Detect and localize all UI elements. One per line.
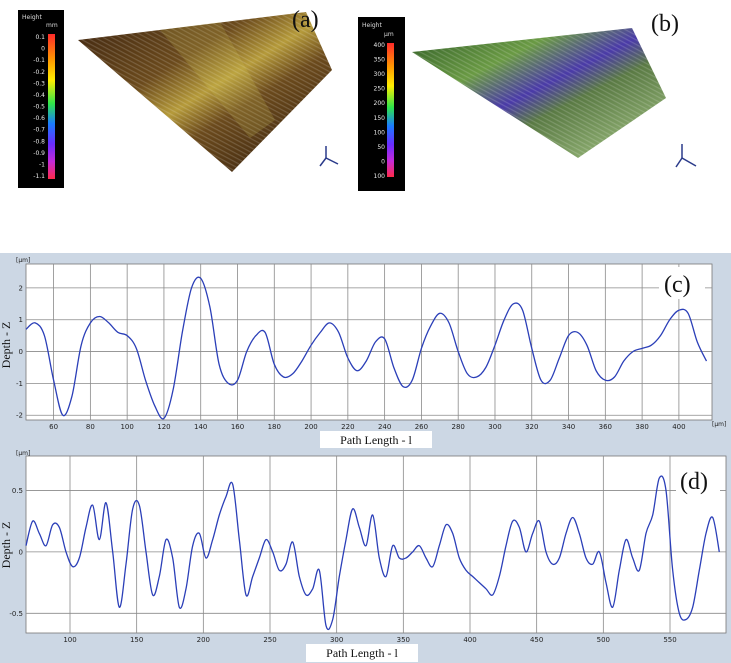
chart-d-x-tick-label: 550 <box>663 636 676 644</box>
colorbar-a-tick-label: -0.1 <box>33 57 45 64</box>
colorbar-b-tick-label: 100 <box>374 129 386 136</box>
colorbar-a-tick-label: 0 <box>41 46 45 53</box>
chart-c-x-tick-label: 400 <box>672 423 685 431</box>
chart-c-x-tick-label: 80 <box>86 423 95 431</box>
colorbar-a-tick-label: 0.1 <box>35 34 45 41</box>
chart-d: 100 150 200 250 300 350 400 450 500 550 -0.5 0 0.5 <box>9 456 726 644</box>
panel-a-colorbar: Height mm 0.1 0 -0.1 -0.2 -0.3 -0.4 -0.5 -0.6 -0… <box>18 10 64 188</box>
panel-b-surface <box>412 28 666 158</box>
chart-d-x-tick-label: 500 <box>597 636 610 644</box>
chart-c-x-tick-label: 260 <box>415 423 428 431</box>
chart-c-x-tick-label: 320 <box>525 423 538 431</box>
colorbar-a-unit: mm <box>46 22 58 29</box>
colorbar-b-title: Height <box>362 22 382 29</box>
chart-c-series-line <box>25 276 708 420</box>
colorbar-a-tick-label: -0.8 <box>33 138 45 145</box>
chart-c: 60 80 100 120 140 160 180 200 220 240 260 280 300 320… <box>16 264 712 431</box>
chart-c-xlabel-box <box>320 431 432 448</box>
colorbar-b-tick-label: 100 <box>374 173 386 180</box>
chart-c-x-unit: [µm] <box>712 421 726 428</box>
colorbar-b-tick-label: 0 <box>381 158 385 165</box>
chart-d-xlabel: Path Length - l <box>326 646 398 660</box>
chart-c-xlabel: Path Length - l <box>340 433 412 447</box>
chart-c-x-tick-label: 380 <box>635 423 648 431</box>
panel-label-c-box <box>659 267 705 299</box>
chart-d-x-tick-label: 450 <box>530 636 543 644</box>
colorbar-b-tick-label: 50 <box>377 144 385 151</box>
colorbar-a-tick-label: -1 <box>39 161 45 168</box>
chart-d-xlabel-box <box>306 644 418 662</box>
chart-c-y-tick-label: 2 <box>19 284 23 292</box>
chart-c-x-tick-label: 180 <box>268 423 281 431</box>
chart-d-y-tick-label: -0.5 <box>9 610 23 618</box>
chart-c-x-tick-label: 160 <box>231 423 244 431</box>
chart-d-series-line <box>25 475 720 631</box>
colorbar-a-ticks: 0.1 0 -0.1 -0.2 -0.3 -0.4 -0.5 -0.6 -0.7 -0.8 -0.9… <box>33 34 45 180</box>
chart-c-x-tick-label: 280 <box>452 423 465 431</box>
colorbar-b-tick-label: 300 <box>374 71 386 78</box>
colorbar-b-tick-label: 150 <box>374 115 386 122</box>
chart-c-x-tick-label: 120 <box>157 423 170 431</box>
colorbar-a-tick-label: -0.5 <box>33 104 45 111</box>
colorbar-a-tick-label: -0.9 <box>33 150 45 157</box>
colorbar-a-tick-label: -0.4 <box>33 92 45 99</box>
panel-label-d-box <box>676 464 720 496</box>
colorbar-b-tick-label: 400 <box>374 42 386 49</box>
chart-d-y-unit: [µm] <box>16 450 30 457</box>
chart-d-plot-area <box>25 455 727 634</box>
chart-c-x-tick-label: 100 <box>120 423 133 431</box>
colorbar-a-tick-label: -0.7 <box>33 127 45 134</box>
panel-b-colorbar: Height µm 400 350 300 250 200 150 100 50 0 100 <box>358 17 405 191</box>
chart-c-x-tick-label: 140 <box>194 423 207 431</box>
colorbar-b-tick-label: 250 <box>374 86 386 93</box>
colorbar-b-tick-label: 350 <box>374 57 386 64</box>
chart-c-y-unit: [µm] <box>16 257 30 264</box>
chart-c-x-tick-label: 200 <box>304 423 317 431</box>
colorbar-a-tick-label: -0.6 <box>33 115 45 122</box>
colorbar-b-unit: µm <box>384 31 394 38</box>
colorbar-a-tick-label: -0.2 <box>33 69 45 76</box>
colorbar-a-tick-label: -0.3 <box>33 80 45 87</box>
chart-c-x-tick-label: 340 <box>562 423 575 431</box>
chart-c-ylabel: Depth - Z <box>0 322 13 369</box>
colorbar-a-tick-label: -1.1 <box>33 173 45 180</box>
chart-c-y-tick-label: -1 <box>16 380 23 388</box>
chart-d-x-tick-label: 200 <box>197 636 210 644</box>
chart-c-x-tick-label: 360 <box>599 423 612 431</box>
chart-c-x-tick-label: 300 <box>488 423 501 431</box>
panel-label-b: (b) <box>651 11 679 37</box>
colorbar-b-ticks: 400 350 300 250 200 150 100 50 0 100 <box>374 42 386 180</box>
chart-d-x-tick-label: 400 <box>463 636 476 644</box>
chart-d-x-tick-label: 100 <box>63 636 76 644</box>
chart-d-y-tick-label: 0.5 <box>12 487 23 495</box>
panel-label-d: (d) <box>680 469 708 495</box>
chart-d-x-tick-label: 250 <box>263 636 276 644</box>
chart-d-y-tick-label: 0 <box>19 548 23 556</box>
chart-c-y-tick-label: -2 <box>16 412 23 420</box>
panel-a-surface <box>78 12 332 172</box>
colorbar-b-tick-label: 200 <box>374 100 386 107</box>
panel-label-a: (a) <box>292 7 319 33</box>
chart-c-x-tick-label: 240 <box>378 423 391 431</box>
chart-d-x-tick-label: 150 <box>130 636 143 644</box>
chart-d-x-tick-label: 300 <box>330 636 343 644</box>
chart-c-y-tick-label: 0 <box>19 348 23 356</box>
chart-c-y-tick-label: 1 <box>19 316 23 324</box>
chart-d-ylabel: Depth - Z <box>0 522 13 569</box>
axes-triad-icon <box>675 144 697 168</box>
chart-c-x-tick-label: 60 <box>49 423 58 431</box>
chart-d-x-tick-label: 350 <box>397 636 410 644</box>
chart-c-plot-area <box>25 263 713 421</box>
chart-c-x-tick-label: 220 <box>341 423 354 431</box>
colorbar-a-title: Height <box>22 14 42 21</box>
axes-triad-icon <box>319 146 339 167</box>
panel-label-c: (c) <box>664 272 691 298</box>
